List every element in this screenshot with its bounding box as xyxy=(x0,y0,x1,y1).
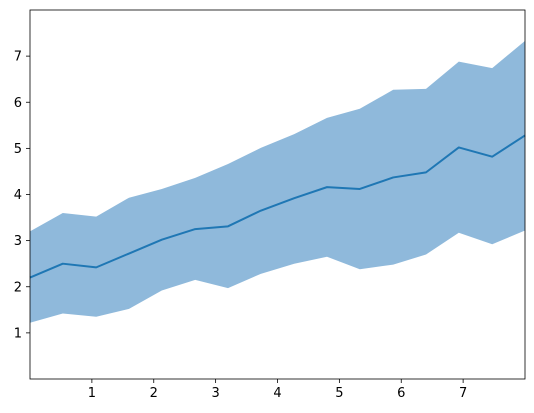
series-line-0 xyxy=(29,134,526,279)
confidence-band-layer xyxy=(30,40,525,323)
x-tick-label: 6 xyxy=(397,386,405,401)
x-tick-label: 1 xyxy=(88,386,96,401)
x-tick-label: 5 xyxy=(335,386,343,401)
confidence-band-0 xyxy=(30,40,525,323)
x-tick-label: 2 xyxy=(150,386,158,401)
y-tick-label: 6 xyxy=(14,96,22,111)
y-tick-label: 2 xyxy=(14,280,22,295)
y-tick-label: 1 xyxy=(14,326,22,341)
x-tick-label: 3 xyxy=(211,386,219,401)
y-tick-label: 4 xyxy=(14,188,22,203)
x-tick-label: 7 xyxy=(459,386,467,401)
x-tick-label: 4 xyxy=(273,386,281,401)
y-tick-label: 7 xyxy=(14,50,22,65)
series-line-layer xyxy=(29,134,526,279)
y-tick-label: 3 xyxy=(14,234,22,249)
y-axis: 1 2 3 4 5 6 7 xyxy=(14,50,30,341)
x-axis: 1 2 3 4 5 6 7 xyxy=(88,379,467,401)
y-tick-label: 5 xyxy=(14,142,22,157)
